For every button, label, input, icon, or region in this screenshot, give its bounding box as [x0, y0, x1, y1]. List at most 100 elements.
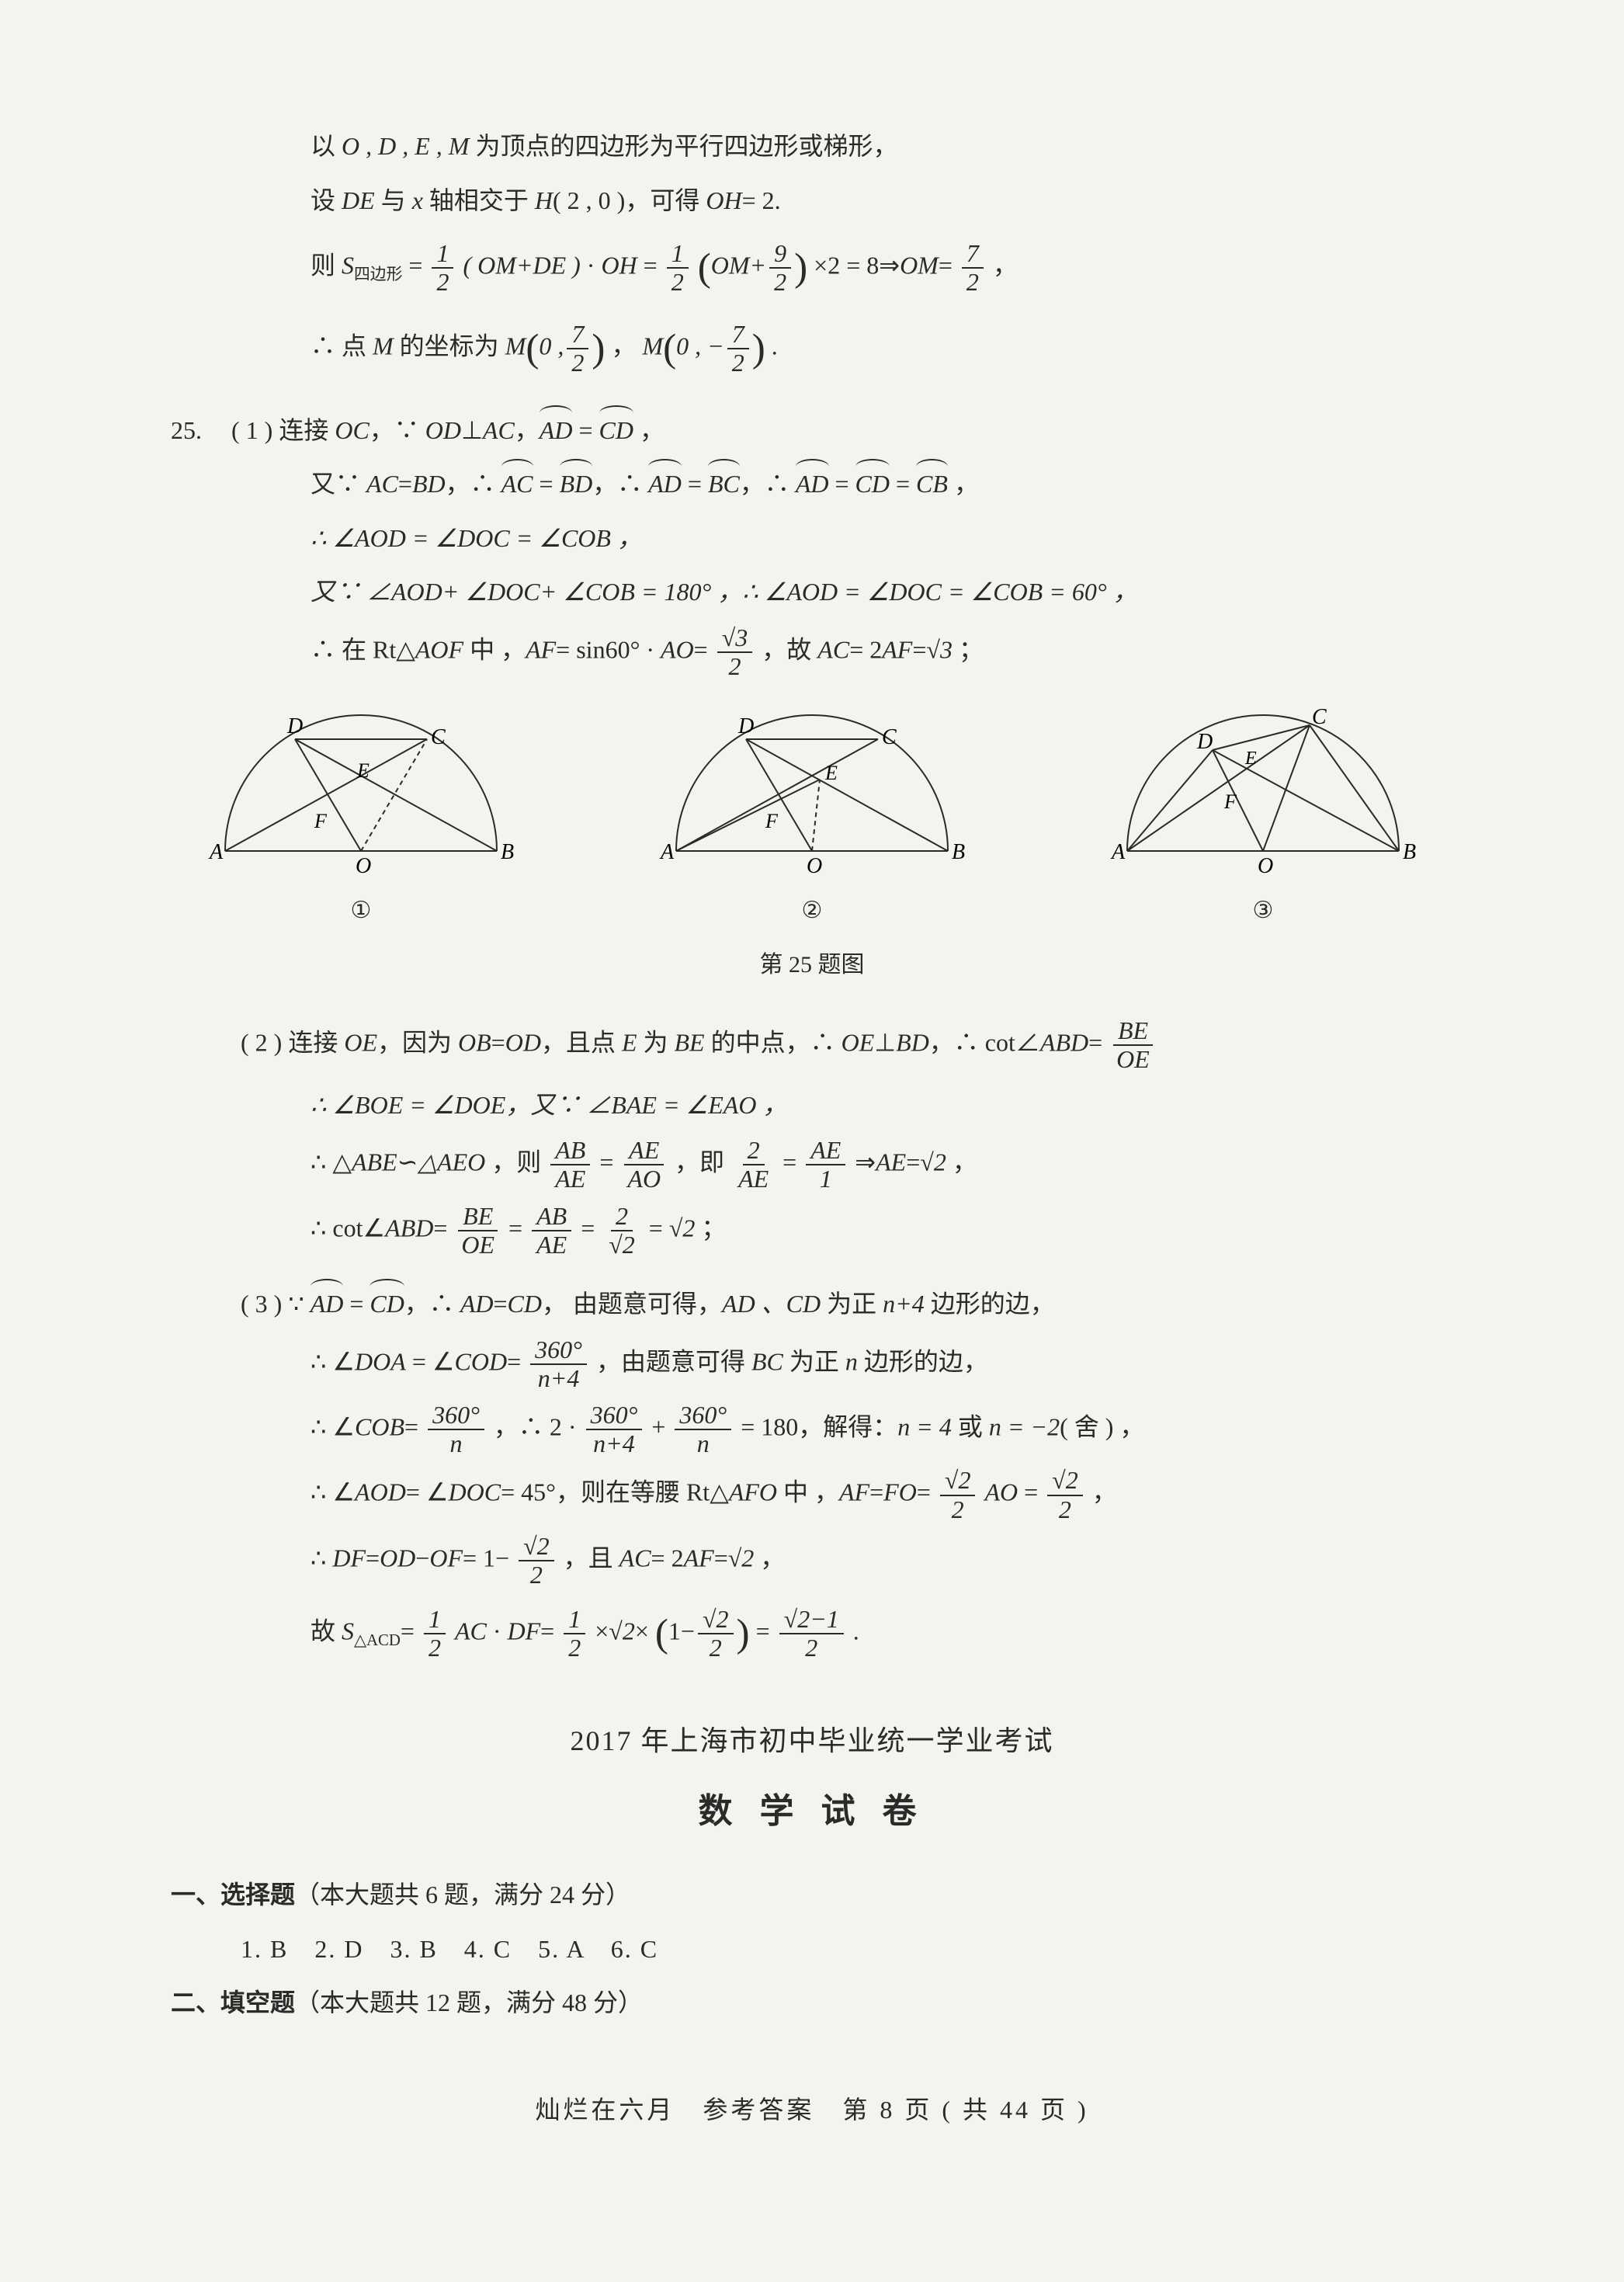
s: S — [342, 252, 354, 280]
n: 2 — [611, 1203, 633, 1231]
label-e: E — [824, 762, 838, 784]
eq2: = 1− — [463, 1544, 509, 1572]
label-o: O — [807, 854, 822, 878]
eq2: = 180，解得： — [741, 1412, 897, 1440]
t: 中 ， — [463, 635, 526, 663]
od: OD — [380, 1544, 415, 1572]
abd: ABD — [1040, 1029, 1088, 1057]
afo: AFO — [729, 1478, 777, 1506]
perp: ⊥ — [461, 416, 483, 444]
oh: OH — [601, 252, 637, 280]
oe2: OE — [841, 1029, 875, 1057]
t: ，即 — [675, 1148, 724, 1176]
times: ×2 = 8⇒ — [814, 252, 900, 280]
exam-title: 2017 年上海市初中毕业统一学业考试 — [171, 1716, 1453, 1766]
adcd: AD 、CD — [722, 1290, 821, 1318]
eq: = — [906, 1148, 920, 1176]
p25-part3-l3: ∴ ∠COB= 360°n ，∴ 2 · 360°n+4 + 360°n = 1… — [171, 1402, 1453, 1457]
d: 2 — [769, 269, 791, 296]
sim: ∽ — [397, 1148, 418, 1176]
minus: − — [415, 1544, 429, 1572]
lp2: ( — [663, 326, 676, 370]
arrow: ⇒ — [855, 1148, 876, 1176]
n: 1 — [424, 1606, 446, 1634]
bc: BC — [751, 1347, 783, 1375]
neg2: n = −2 — [989, 1412, 1060, 1440]
t: ，∴ 2 · — [494, 1412, 583, 1440]
abe: ABE — [352, 1148, 397, 1176]
sqrt2: √2 — [728, 1544, 755, 1572]
t: 故 — [311, 1617, 342, 1645]
arc-cb: CB — [916, 462, 948, 507]
af: AF — [526, 635, 556, 663]
cot: ，∴ cot∠ — [929, 1029, 1040, 1057]
n: BE — [458, 1203, 498, 1231]
arc-ac: AC — [501, 462, 533, 507]
n: 1 — [564, 1606, 585, 1634]
arc-cd3: CD — [370, 1282, 404, 1327]
oh: OH — [706, 186, 741, 214]
sec1-header: 一、选择题 — [171, 1881, 295, 1909]
n: 360° — [428, 1402, 484, 1430]
d: 2 — [705, 1634, 727, 1662]
eq2: = — [507, 1347, 521, 1375]
p25-part2-l3: ∴ △ABE∽△AEO ，则 ABAE = AEAO ，即 2AE = AE1 … — [171, 1137, 1453, 1193]
n: AE — [806, 1137, 845, 1165]
frac-sqrt2m1-2: √2−12 — [779, 1606, 844, 1662]
ac: AC — [619, 1544, 651, 1572]
d: 2 — [800, 1634, 822, 1662]
t: ，由题意可得 — [596, 1347, 751, 1375]
eq2: = — [540, 1617, 554, 1645]
figure-2: A B D C E F O ② — [653, 703, 971, 932]
n: √2 — [519, 1533, 554, 1561]
figure-1: A B D C E F O ① — [202, 703, 520, 932]
ae: AE — [876, 1148, 906, 1176]
ad: AD — [460, 1290, 494, 1318]
d: n+4 — [533, 1365, 585, 1392]
cd: CD — [508, 1290, 542, 1318]
ac: AC — [817, 635, 849, 663]
eq3: = — [756, 1617, 770, 1645]
d: 2 — [1054, 1496, 1076, 1523]
part2: ( 2 ) — [241, 1029, 282, 1057]
t: ∴ 点 — [311, 332, 373, 360]
de: DE — [342, 186, 375, 214]
lp: ( — [655, 1611, 668, 1655]
t: 为正 — [821, 1290, 883, 1318]
t: ，故 — [762, 635, 817, 663]
t: 边形的边， — [925, 1290, 1055, 1318]
af: AF — [684, 1544, 714, 1572]
semi: ； — [953, 635, 984, 663]
fig-label-2: ② — [802, 890, 823, 932]
d: AE — [734, 1165, 773, 1193]
aod: AOD — [355, 1478, 406, 1506]
neg: 0 , − — [676, 332, 724, 360]
n4: n = 4 — [897, 1412, 952, 1440]
d: 2 — [564, 1634, 585, 1662]
frac-360-nb: 360°n — [675, 1402, 731, 1457]
rp2: ) — [752, 326, 765, 370]
t: ，∵ — [370, 416, 425, 444]
text: 为顶点的四边形为平行四边形或梯形， — [469, 132, 897, 160]
d: 1 — [815, 1165, 837, 1193]
rp: ) — [592, 326, 605, 370]
doc: DOC — [449, 1478, 501, 1506]
times: × — [595, 1617, 609, 1645]
d: AO — [623, 1165, 665, 1193]
frac-7-2c: 72 — [727, 321, 749, 377]
eq: = sin60° · — [556, 635, 661, 663]
od: OD — [425, 416, 461, 444]
frac-1-2b: 12 — [667, 240, 689, 296]
l4: 又∵ ∠AOD+ ∠DOC+ ∠COB = 180° ，∴ ∠AOD = ∠DO… — [311, 578, 1138, 606]
arc-ad4: AD — [311, 1282, 344, 1327]
label-d: D — [286, 714, 303, 738]
d: 2 — [526, 1561, 547, 1589]
frac-sqrt2-2d: √22 — [698, 1606, 734, 1662]
label-a: A — [659, 840, 675, 864]
label-c: C — [1312, 705, 1327, 729]
d: AE — [550, 1165, 590, 1193]
frac-sqrt2-2b: √22 — [1047, 1467, 1083, 1523]
m2: M — [505, 332, 526, 360]
label-c: C — [882, 725, 897, 749]
label-f: F — [765, 810, 779, 832]
